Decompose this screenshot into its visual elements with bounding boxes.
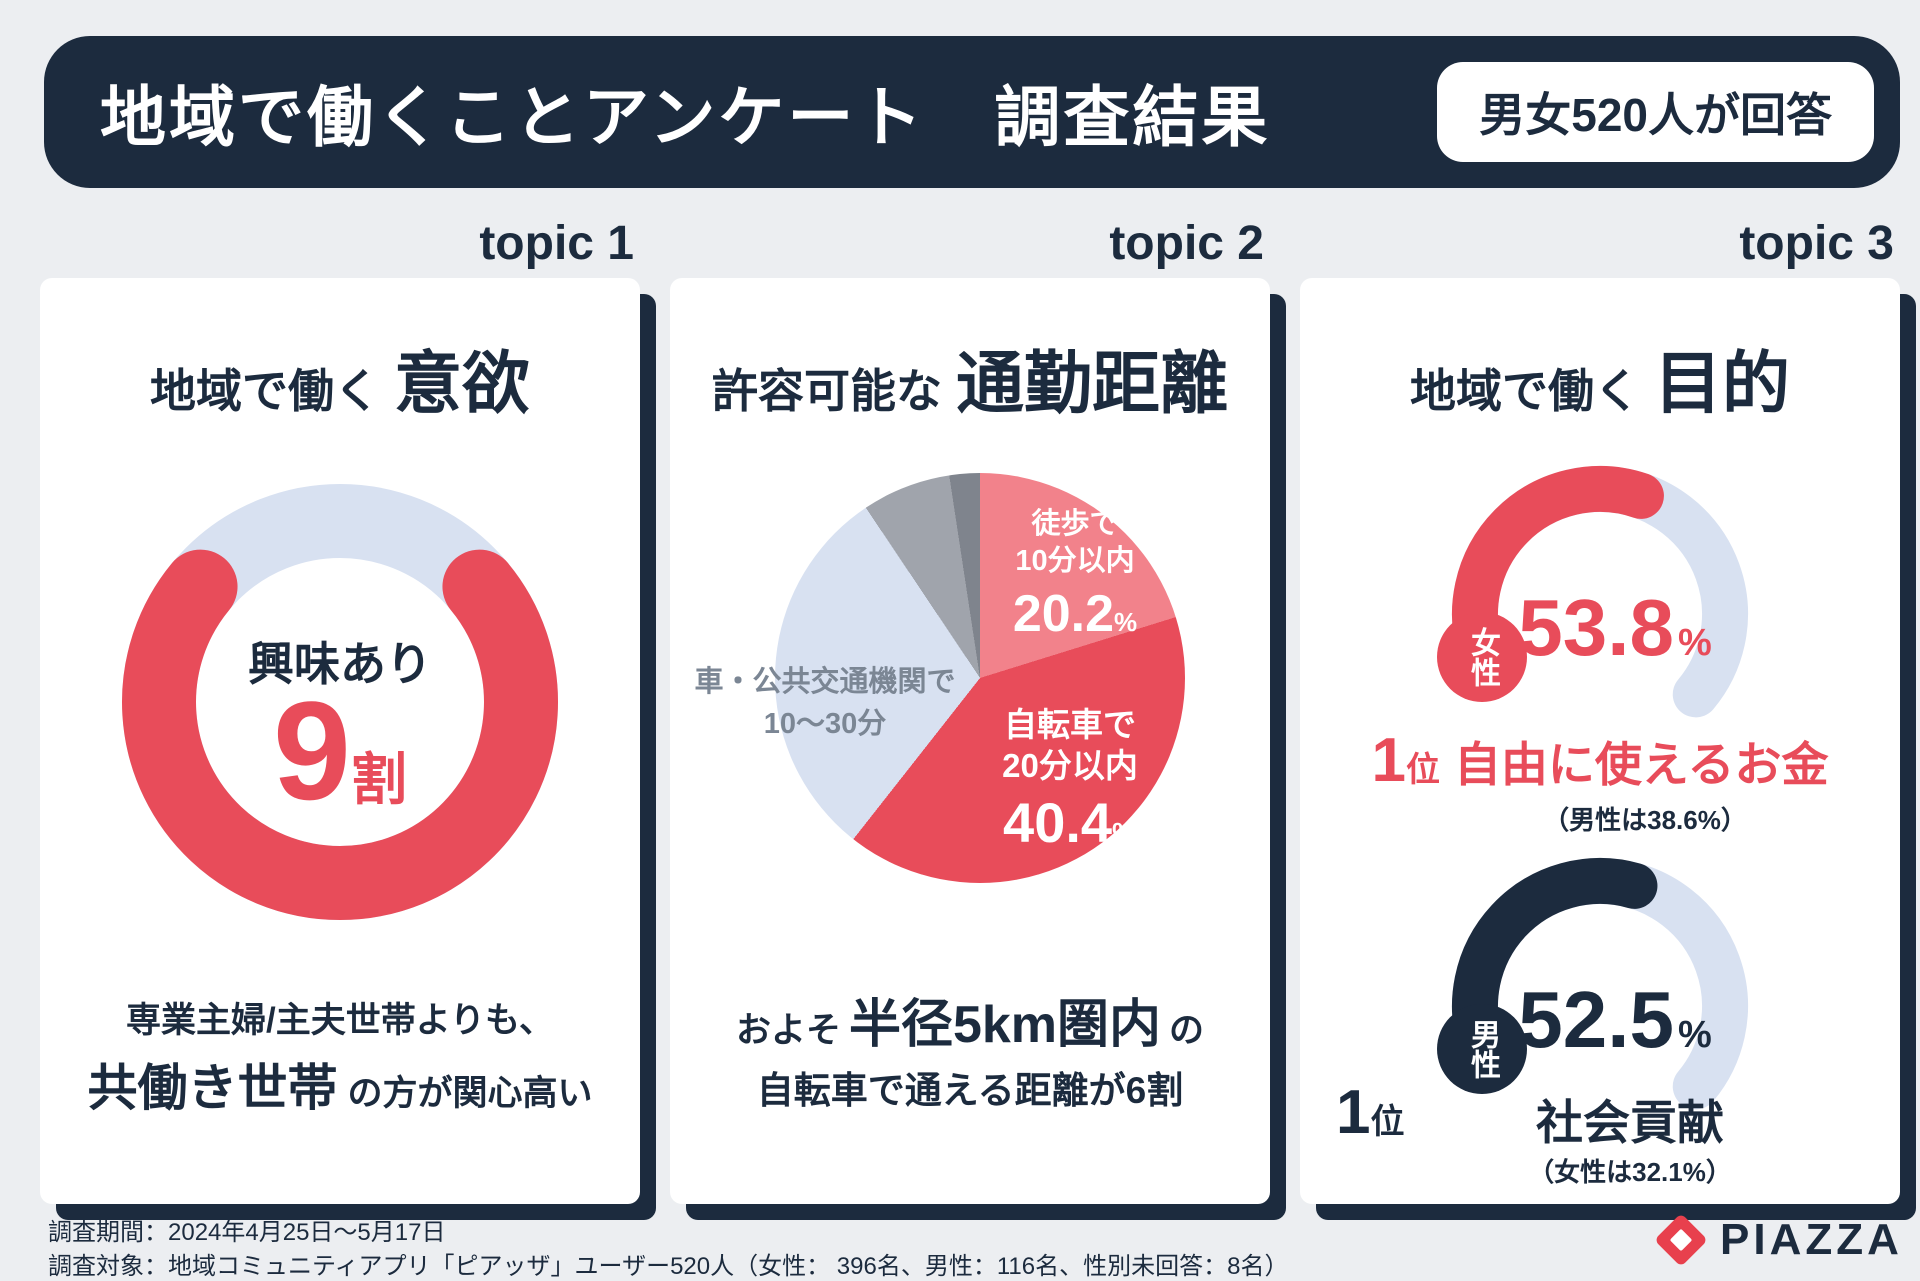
female-top-answer: 自由に使えるお金: [1453, 738, 1829, 791]
pie-value-bike-percent: %: [1112, 817, 1137, 848]
card3-title-lead: 地域で働く: [1409, 365, 1640, 417]
piazza-logo: PIAZZA: [1654, 1212, 1903, 1268]
piazza-logo-text: PIAZZA: [1720, 1215, 1903, 1264]
card1-title-main: 意欲: [393, 346, 530, 422]
survey-period: 調査期間：2024年4月25日〜5月17日: [48, 1219, 446, 1246]
gauge-male: 男性 52.5%: [1400, 851, 1800, 1151]
donut-center-label: 興味あり: [248, 638, 432, 690]
female-value-percent: %: [1677, 622, 1712, 664]
male-note: （女性は32.1%）: [1528, 1157, 1732, 1187]
pie-label-walk-line1: 徒歩で: [1031, 508, 1119, 540]
topic-2-label: topic 2: [1109, 217, 1264, 270]
female-note: （男性は38.6%）: [1543, 805, 1747, 835]
male-value-percent: %: [1677, 1014, 1712, 1056]
card2-title-lead: 許容可能な: [711, 365, 942, 417]
pie-value-bike-number: 40.4: [1003, 791, 1113, 854]
piazza-diamond-icon: [1654, 1213, 1708, 1267]
male-value: 52.5%: [1450, 975, 1780, 1088]
male-top-answer: 社会貢献: [1536, 1096, 1724, 1149]
pie-label-walk: 徒歩で 10分以内 20.2%: [960, 506, 1190, 644]
piazza-diamond-inner: [1669, 1228, 1693, 1252]
pie-label-car-line2: 10〜30分: [763, 708, 887, 740]
card2-note-line1: およそ 半径5km圏内の: [670, 982, 1270, 1057]
pie-label-bike: 自転車で 20分以内 40.4%: [955, 704, 1185, 855]
page-title: 地域で働くことアンケート 調査結果: [100, 80, 1271, 154]
card1-title: 地域で働く 意欲: [40, 328, 640, 427]
survey-target: 調査対象：地域コミュニティアプリ「ピアッザ」ユーザー520人（女性： 396名、…: [48, 1253, 1289, 1280]
female-value: 53.8%: [1450, 583, 1780, 696]
card3-title-main: 目的: [1653, 346, 1790, 422]
pie-chart: [775, 473, 1185, 883]
respondents-badge: 男女520人が回答: [1437, 62, 1874, 162]
female-rank-unit: 位: [1405, 751, 1440, 789]
card3-title: 地域で働く 目的: [1300, 328, 1900, 427]
donut-value-unit: 割: [350, 748, 407, 811]
card2-title-main: 通勤距離: [955, 346, 1228, 422]
female-badge: 女性: [1437, 612, 1527, 702]
female-value-number: 53.8: [1518, 583, 1674, 672]
card2-note-mid: の: [1169, 1011, 1205, 1050]
male-value-number: 52.5: [1518, 975, 1674, 1064]
topic-3-label: topic 3: [1739, 217, 1894, 270]
donut-value-arc: [122, 549, 558, 920]
card2-note-emphasis: 半径5km圏内: [848, 996, 1162, 1054]
pie-value-walk: 20.2%: [960, 584, 1190, 644]
donut-value-number: 9: [273, 672, 351, 829]
card-purpose: 地域で働く 目的 女性 53.8% 1位 自由に使えるお金 （男性は38.6%） 男…: [1300, 278, 1900, 1204]
male-rank-unit: 位: [1370, 1103, 1405, 1141]
female-rank-line: 1位 自由に使えるお金: [1300, 726, 1900, 812]
card1-note-tail: の方が関心高い: [347, 1074, 593, 1113]
donut-chart: [122, 484, 558, 920]
pie-label-bike-line2: 20分以内: [1002, 747, 1138, 784]
female-rank-number: 1: [1371, 726, 1406, 795]
pie-value-walk-number: 20.2: [1012, 585, 1115, 643]
gauge-female: 女性 53.8%: [1400, 459, 1800, 759]
header-banner: 地域で働くことアンケート 調査結果 男女520人が回答: [44, 36, 1900, 188]
male-rank-number: 1: [1336, 1078, 1371, 1147]
pie-label-bike-line1: 自転車で: [1004, 706, 1136, 743]
topic-1-label: topic 1: [479, 217, 634, 270]
card1-note-emphasis: 共働き世帯: [87, 1060, 338, 1116]
donut-center-value: 9割: [40, 676, 640, 870]
pie-value-bike: 40.4%: [955, 790, 1185, 855]
card2-note-lead: およそ: [735, 1011, 841, 1050]
pie-label-car-line1: 車・公共交通機関で: [694, 666, 956, 698]
card1-note-line2: 共働き世帯 の方が関心高い: [40, 1048, 640, 1120]
card-commute-distance: 許容可能な 通勤距離 徒歩で 10分以内 20.2% 自転車で 20分以内 40.…: [670, 278, 1270, 1204]
card2-note-line2: 自転車で通える距離が6割: [756, 1070, 1184, 1111]
pie-value-walk-percent: %: [1114, 607, 1138, 637]
male-rank-number-block: 1位: [1336, 1078, 1404, 1164]
card2-title: 許容可能な 通勤距離: [670, 328, 1270, 427]
card1-title-lead: 地域で働く: [149, 365, 380, 417]
card-willingness: 地域で働く 意欲 興味あり 9割 専業主婦/主夫世帯よりも、 共働き世帯 の方が関心…: [40, 278, 640, 1204]
card1-note-line1: 専業主婦/主夫世帯よりも、: [126, 1001, 554, 1040]
pie-label-car: 車・公共交通機関で 10〜30分: [670, 661, 980, 745]
pie-label-walk-line2: 10分以内: [1015, 545, 1135, 577]
male-badge: 男性: [1437, 1004, 1527, 1094]
